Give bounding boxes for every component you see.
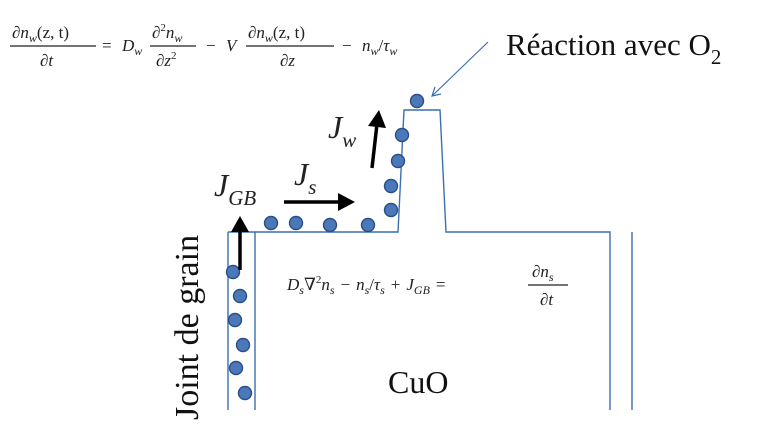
flux-label-s: Js xyxy=(294,156,316,199)
svg-text:=: = xyxy=(102,36,112,55)
svg-text:∂z2: ∂z2 xyxy=(156,50,177,70)
svg-text:∂z: ∂z xyxy=(280,51,295,70)
material-label: CuO xyxy=(388,364,448,400)
arrow-icon xyxy=(338,193,355,211)
reaction-pointer-head xyxy=(431,86,442,97)
arrow-icon xyxy=(231,216,249,232)
arrow-icon xyxy=(370,123,379,169)
svg-text:nw/τw: nw/τw xyxy=(362,36,397,58)
equation-top: ∂nw(z, t) ∂t = Dw ∂2nw ∂z2 − V ∂nw(z, t)… xyxy=(10,22,397,70)
atom-dot xyxy=(322,217,338,233)
svg-text:−: − xyxy=(342,36,352,55)
atom-dot xyxy=(394,127,410,143)
equation-middle: Ds∇2ns − ns/τs + JGB = ∂ns ∂t xyxy=(286,262,568,309)
grain-boundary-label: Joint de grain xyxy=(169,235,206,420)
svg-text:∂ns: ∂ns xyxy=(532,262,554,284)
svg-text:V: V xyxy=(226,36,239,55)
atoms xyxy=(225,93,425,401)
atom-dot xyxy=(263,215,279,231)
flux-label-w: Jw xyxy=(328,109,356,152)
svg-text:∂nw(z, t): ∂nw(z, t) xyxy=(248,23,305,45)
atom-dot xyxy=(232,288,248,304)
atom-dot xyxy=(235,337,251,353)
svg-text:∂t: ∂t xyxy=(540,290,554,309)
atom-dot xyxy=(288,215,304,231)
svg-text:∂t: ∂t xyxy=(40,51,54,70)
atom-dot xyxy=(225,264,241,280)
atom-dot xyxy=(227,312,243,328)
reaction-label: Réaction avec O2 xyxy=(506,27,721,69)
svg-text:Ds∇2ns−ns/τs+JGB=: Ds∇2ns − ns/τs + JGB = xyxy=(286,274,446,297)
reaction-pointer xyxy=(431,41,489,97)
svg-text:Dw: Dw xyxy=(121,36,142,58)
atom-dot xyxy=(237,385,253,401)
flux-arrows xyxy=(231,110,386,270)
arrow-icon xyxy=(368,110,386,128)
svg-text:∂nw(z, t): ∂nw(z, t) xyxy=(12,23,69,45)
svg-text:∂2nw: ∂2nw xyxy=(152,22,182,45)
atom-dot xyxy=(383,202,399,218)
flux-label-gb: JGB xyxy=(214,167,256,210)
atom-dot xyxy=(383,178,399,194)
svg-text:−: − xyxy=(206,36,216,55)
atom-dot xyxy=(390,153,406,169)
atom-dot xyxy=(409,93,425,109)
atom-dot xyxy=(360,217,376,233)
atom-dot xyxy=(228,360,244,376)
